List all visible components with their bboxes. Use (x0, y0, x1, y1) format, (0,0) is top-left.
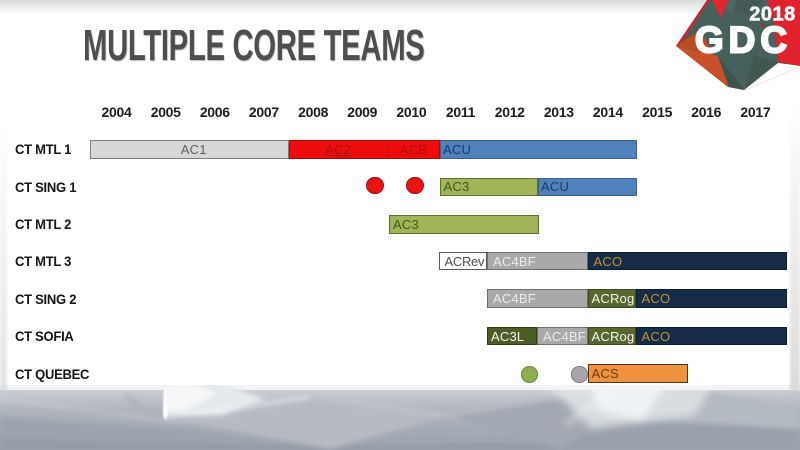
svg-text:GDC: GDC (695, 20, 792, 61)
svg-text:2018: 2018 (749, 4, 796, 26)
